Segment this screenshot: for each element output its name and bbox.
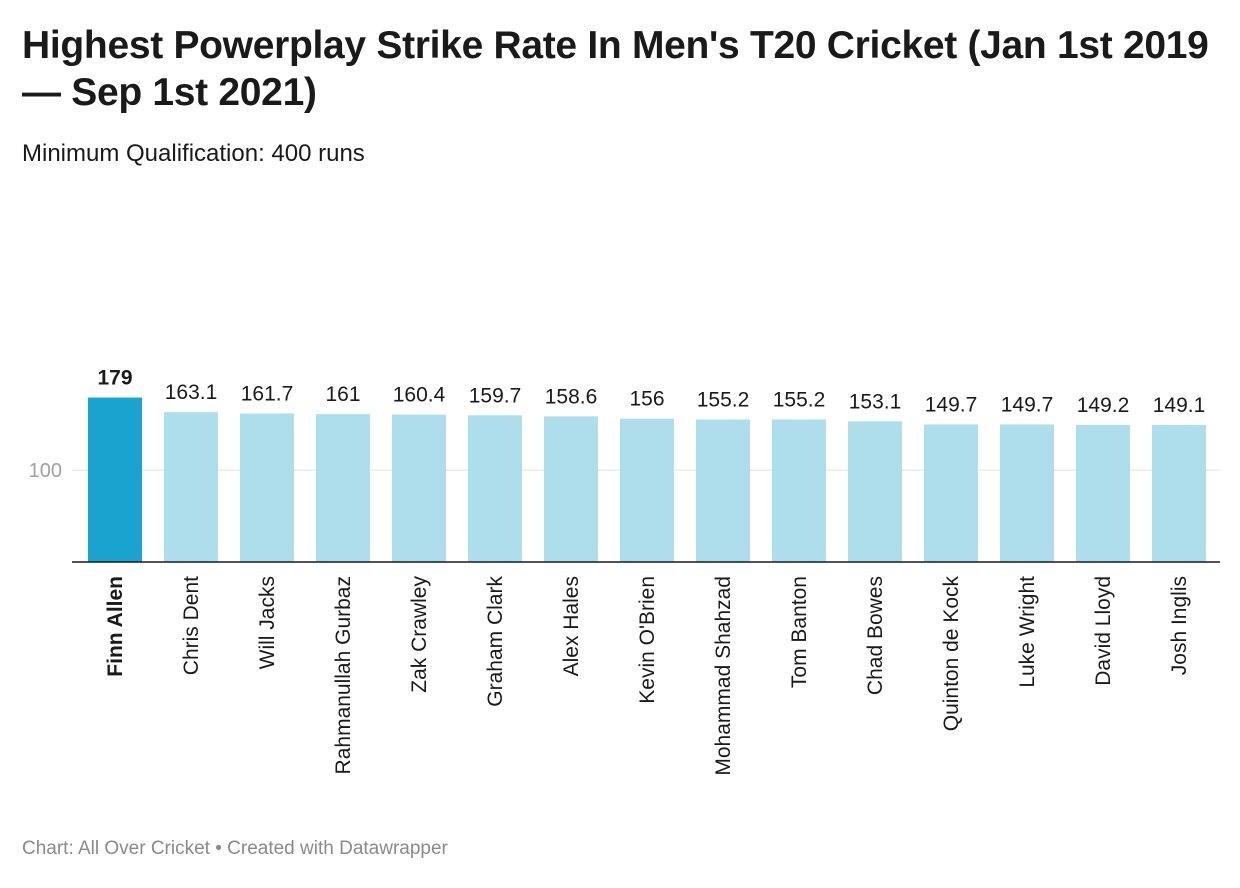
value-label-8: 155.2 — [697, 388, 750, 411]
value-label-6: 158.6 — [545, 385, 598, 408]
value-label-11: 149.7 — [925, 393, 978, 416]
bar-3 — [316, 414, 370, 562]
bar-11 — [924, 424, 978, 562]
bar-10 — [848, 421, 902, 562]
category-label-2: Will Jacks — [256, 576, 279, 669]
value-label-12: 149.7 — [1001, 393, 1054, 416]
bar-chart: 100 179 163.1 161.7 161 160.4 159.7 158.6 156 15… — [29, 367, 1220, 776]
category-label-1: Chris Dent — [180, 576, 203, 675]
source-note: Chart: All Over Cricket — [22, 838, 210, 859]
value-label-14: 149.1 — [1153, 394, 1206, 417]
bar-1 — [164, 412, 218, 562]
value-label-layer: 179 163.1 161.7 161 160.4 159.7 158.6 156 155.2 1… — [97, 367, 1205, 417]
bar-8 — [696, 419, 750, 562]
value-label-1: 163.1 — [165, 381, 218, 404]
bar-9 — [772, 419, 826, 562]
category-label-11: Quinton de Kock — [940, 576, 963, 732]
bar-4 — [392, 414, 446, 562]
bar-14 — [1152, 425, 1206, 562]
category-label-9: Tom Banton — [788, 576, 811, 688]
category-label-7: Kevin O'Brien — [636, 576, 659, 704]
category-label-14: Josh Inglis — [1168, 576, 1191, 675]
category-label-12: Luke Wright — [1016, 576, 1039, 688]
bar-13 — [1076, 424, 1130, 562]
value-label-9: 155.2 — [773, 388, 826, 411]
value-label-5: 159.7 — [469, 384, 522, 407]
value-label-10: 153.1 — [849, 390, 902, 413]
value-label-3: 161 — [325, 383, 360, 406]
chart-title: Highest Powerplay Strike Rate In Men's T… — [22, 24, 1209, 114]
category-label-10: Chad Bowes — [864, 576, 887, 695]
credit-link[interactable]: Created with Datawrapper — [227, 838, 448, 859]
category-label-13: David Lloyd — [1092, 576, 1115, 686]
bar-2 — [240, 413, 294, 562]
category-label-4: Zak Crawley — [408, 576, 431, 693]
value-label-4: 160.4 — [393, 384, 446, 407]
category-label-0: Finn Allen — [104, 576, 127, 677]
chart-subtitle: Minimum Qualification: 400 runs — [22, 140, 365, 167]
value-label-13: 149.2 — [1077, 394, 1130, 417]
value-label-2: 161.7 — [241, 382, 294, 405]
bar-5 — [468, 415, 522, 562]
category-label-layer: Finn Allen Chris Dent Will Jacks Rahmanulla… — [104, 576, 1191, 776]
bar-7 — [620, 418, 674, 562]
value-label-0: 179 — [97, 367, 132, 390]
bar-layer — [88, 397, 1206, 562]
category-label-8: Mohammad Shahzad — [712, 576, 735, 776]
category-label-3: Rahmanullah Gurbaz — [332, 576, 355, 774]
value-label-7: 156 — [629, 388, 664, 411]
chart-footer: Chart: All Over Cricket • Created with D… — [22, 838, 448, 860]
category-label-6: Alex Hales — [560, 576, 583, 676]
bar-12 — [1000, 424, 1054, 562]
y-tick-label: 100 — [29, 460, 62, 482]
bar-0 — [88, 397, 142, 562]
footer-separator: • — [215, 838, 222, 859]
bar-6 — [544, 416, 598, 562]
category-label-5: Graham Clark — [484, 576, 507, 707]
